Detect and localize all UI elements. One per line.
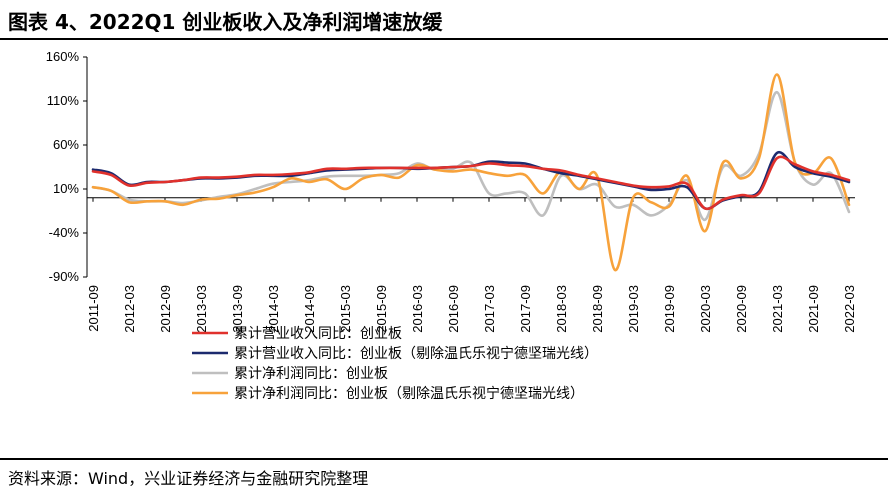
x-tick-label: 2015-03 bbox=[338, 285, 353, 333]
x-tick-label: 2016-09 bbox=[446, 285, 461, 333]
x-tick-label: 2011-09 bbox=[86, 285, 101, 332]
legend-label-1: 累计营业收入同比：创业板 bbox=[234, 326, 402, 342]
line-chart: 160%110%60%10%-40%-90% 2011-09 2012-03 201… bbox=[46, 49, 857, 402]
x-tick-labels: 2011-09 2012-03 2012-09 2013-03 2013-09 2014-… bbox=[86, 197, 857, 333]
x-tick-label: 2021-03 bbox=[770, 285, 785, 333]
x-tick-label: 2012-09 bbox=[158, 285, 173, 333]
x-tick-label: 2014-09 bbox=[302, 285, 317, 333]
x-tick-label: 2017-09 bbox=[518, 285, 533, 333]
x-tick-label: 2014-03 bbox=[266, 285, 281, 333]
x-tick-label: 2013-03 bbox=[194, 285, 209, 333]
series-line-1 bbox=[91, 155, 851, 211]
series-lines bbox=[91, 73, 851, 272]
legend-label-4: 累计净利润同比：创业板（剔除温氏乐视宁德坚瑞光线） bbox=[234, 385, 584, 402]
x-tick-label: 2021-09 bbox=[806, 285, 821, 333]
x-tick-label: 2015-09 bbox=[374, 285, 389, 333]
figure-title: 图表 4、2022Q1 创业板收入及净利润增速放缓 bbox=[8, 10, 443, 34]
x-tick-label: 2012-03 bbox=[122, 285, 137, 333]
y-tick-label: 10% bbox=[53, 181, 79, 196]
series-line-4 bbox=[91, 73, 851, 272]
y-tick-label: -90% bbox=[49, 269, 80, 284]
title-rule bbox=[0, 38, 888, 40]
x-tick-label: 2019-09 bbox=[662, 285, 677, 333]
source-rule bbox=[0, 458, 888, 460]
legend-label-2: 累计营业收入同比：创业板（剔除温氏乐视宁德坚瑞光线） bbox=[234, 345, 598, 362]
y-tick-label: 110% bbox=[47, 93, 80, 108]
x-tick-label: 2018-09 bbox=[590, 285, 605, 333]
source-note: 资料来源：Wind，兴业证券经济与金融研究院整理 bbox=[8, 469, 369, 488]
x-tick-label: 2020-09 bbox=[734, 285, 749, 333]
x-tick-label: 2013-09 bbox=[230, 285, 245, 333]
series-line-3 bbox=[91, 90, 851, 222]
x-tick-label: 2019-03 bbox=[626, 285, 641, 333]
x-tick-label: 2022-03 bbox=[842, 285, 857, 333]
y-tick-label: 160% bbox=[46, 49, 80, 64]
y-tick-label: 60% bbox=[53, 137, 79, 152]
y-tick-label: -40% bbox=[49, 225, 80, 240]
legend-label-3: 累计净利润同比：创业板 bbox=[234, 366, 388, 382]
y-tick-labels: 160% 110% 60% 10% -40% -90% bbox=[46, 49, 87, 284]
x-tick-label: 2016-03 bbox=[410, 285, 425, 333]
x-tick-label: 2018-03 bbox=[554, 285, 569, 333]
x-tick-label: 2017-03 bbox=[482, 285, 497, 333]
x-tick-label: 2020-03 bbox=[698, 285, 713, 333]
